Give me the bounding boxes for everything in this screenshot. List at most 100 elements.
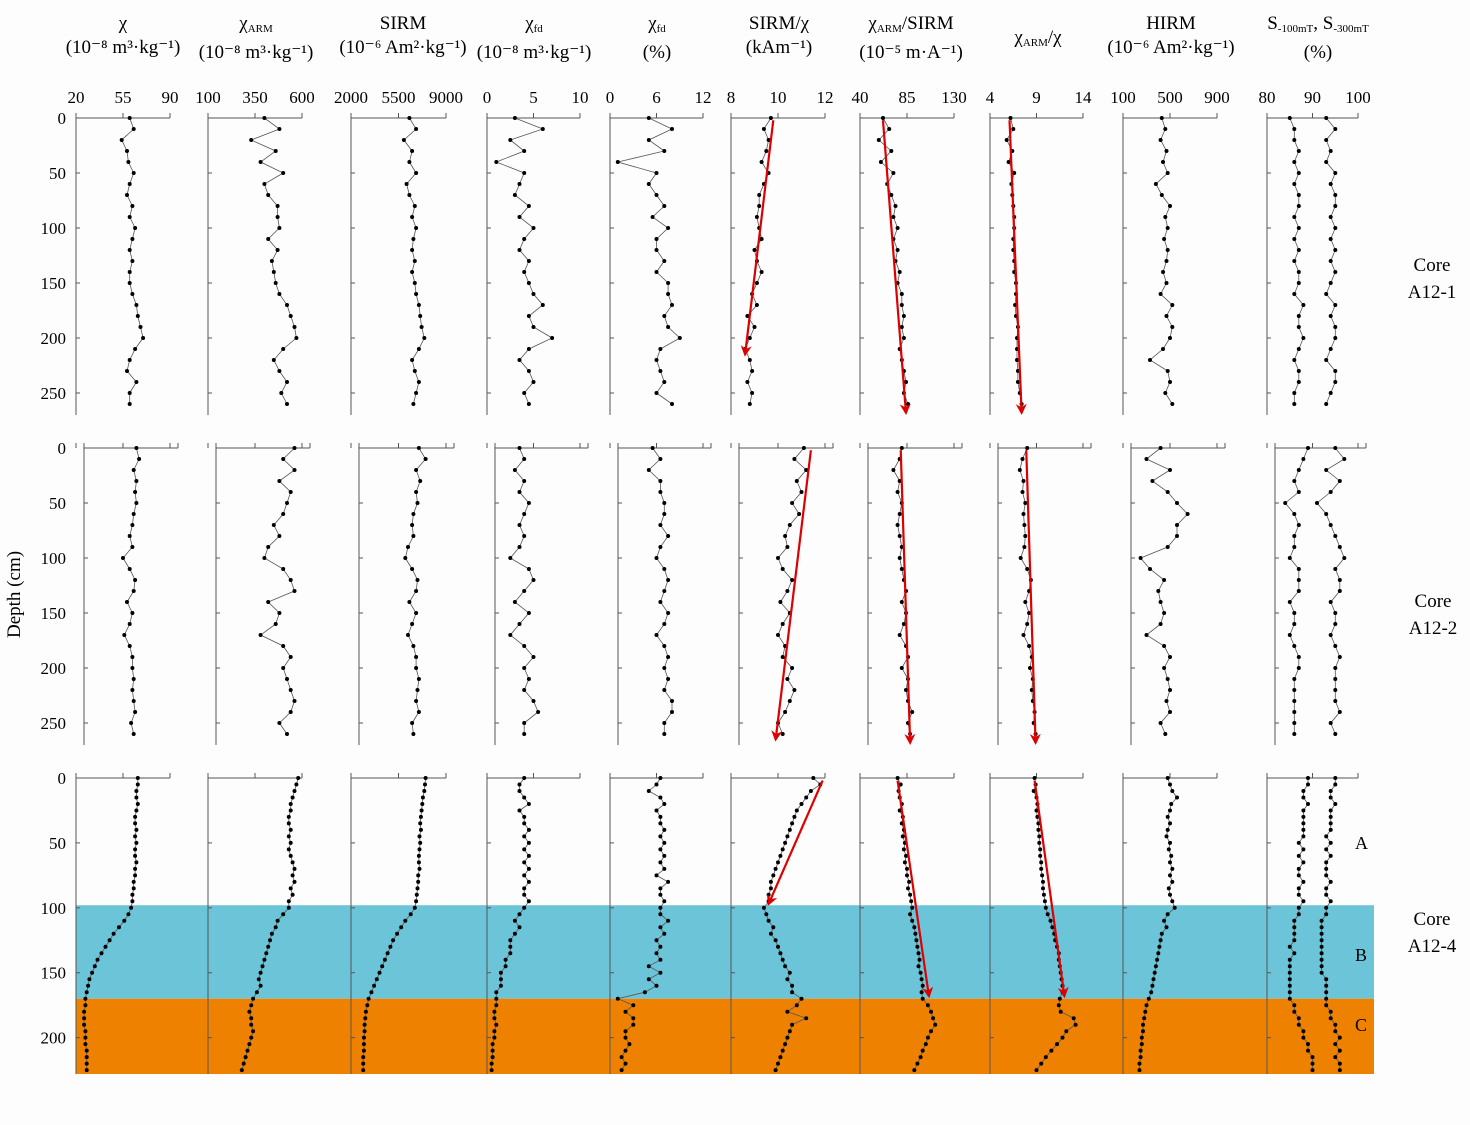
data-point-sirm <box>380 964 385 969</box>
data-point-chi_fd_pct <box>662 567 667 571</box>
data-point-chiarm_sirm <box>881 116 885 120</box>
data-point-chi_fd <box>531 325 536 329</box>
x-tick-label: 10 <box>770 88 787 107</box>
data-point-chi_fd <box>492 1035 497 1040</box>
header-units: (10⁻⁸ m³·kg⁻¹) <box>476 42 592 63</box>
data-point-s_minus100 <box>1287 633 1292 637</box>
data-point-s_minus300 <box>1333 303 1338 307</box>
data-point-s_minus100 <box>1283 501 1288 505</box>
data-point-sirm <box>416 347 421 351</box>
data-point-s_minus100 <box>1296 905 1301 910</box>
y-axis-label: Depth (cm) <box>4 550 25 638</box>
data-point-chi_fd_pct <box>654 248 659 252</box>
data-point-s_minus300 <box>1328 827 1333 832</box>
data-point-chi_fd <box>517 912 522 917</box>
data-point-sirm_chi <box>787 699 792 703</box>
data-point-chi_arm <box>285 501 289 505</box>
data-point-chi <box>103 944 108 949</box>
x-tick-label: 12 <box>817 88 834 107</box>
data-point-chi_arm <box>288 314 293 318</box>
data-point-chi_arm <box>262 556 267 560</box>
data-point-s_minus300 <box>1328 149 1333 153</box>
data-point-hirm <box>1162 644 1167 648</box>
data-point-chi_fd_pct <box>670 402 674 406</box>
data-point-chi <box>84 1068 89 1073</box>
data-point-chi <box>99 951 104 956</box>
data-point-chi <box>90 970 95 975</box>
data-point-chi <box>117 925 121 930</box>
data-point-sirm_chi <box>768 886 773 891</box>
data-point-sirm <box>416 860 421 865</box>
data-point-s_minus100 <box>1287 964 1292 969</box>
data-point-sirm_chi <box>766 138 771 142</box>
data-point-chi_fd <box>522 905 527 910</box>
data-point-sirm <box>361 1035 366 1040</box>
data-point-sirm_chi <box>780 732 785 736</box>
data-point-chi_fd <box>517 925 522 930</box>
series-line-chi_fd <box>491 777 530 1071</box>
data-point-chiarm_chi <box>1041 886 1045 891</box>
data-point-sirm_chi <box>745 380 750 384</box>
data-point-chi_arm <box>286 834 291 839</box>
data-point-chiarm_chi <box>1023 501 1028 505</box>
data-point-sirm <box>411 512 416 516</box>
core-label-line2: A12-2 <box>1408 618 1458 639</box>
data-point-s_minus300 <box>1319 925 1324 930</box>
data-point-chi_fd_pct <box>666 918 671 923</box>
data-point-chi_fd_pct <box>658 892 663 897</box>
data-point-chi <box>131 732 136 736</box>
data-point-chi_fd_pct <box>662 666 667 670</box>
data-point-s_minus100 <box>1287 996 1292 1001</box>
data-point-chiarm_chi <box>1056 1003 1061 1008</box>
data-point-chiarm_chi <box>1037 834 1042 839</box>
data-point-s_minus300 <box>1333 336 1338 340</box>
data-point-chiarm_chi <box>1017 468 1022 472</box>
data-point-s_minus300 <box>1324 358 1329 362</box>
data-point-chi_arm <box>262 116 267 120</box>
data-point-chi_fd <box>522 644 527 648</box>
data-point-sirm_chi <box>785 1035 790 1040</box>
axes-layer: 20 55 90 100 350 600 2000 5500 9000 0 5 10 0 6 12 8 10 12… <box>41 88 1371 1074</box>
data-point-s_minus300 <box>1324 847 1329 852</box>
data-point-chi_fd <box>508 556 513 560</box>
data-point-s_minus300 <box>1324 116 1329 120</box>
data-point-hirm <box>1163 391 1168 395</box>
data-point-chiarm_sirm <box>906 886 910 891</box>
data-point-chi_fd <box>517 789 522 793</box>
data-point-hirm <box>1168 336 1172 340</box>
data-point-chiarm_chi <box>1041 879 1045 884</box>
data-point-chiarm_sirm <box>895 490 900 494</box>
data-point-chi_fd <box>522 776 527 780</box>
data-point-chi_arm <box>239 1068 244 1073</box>
data-point-sirm_chi <box>766 892 771 897</box>
data-point-chi_fd_pct <box>666 226 671 230</box>
y-tick-label: 100 <box>41 549 67 568</box>
data-point-s_minus300 <box>1333 644 1338 648</box>
core-label-a12-4: Core A12-4 <box>1392 906 1470 960</box>
data-point-hirm <box>1159 931 1164 936</box>
data-point-sirm <box>422 336 427 340</box>
data-point-chi_fd <box>526 677 531 681</box>
data-point-chiarm_sirm <box>929 1029 933 1034</box>
data-point-chiarm_chi <box>1025 446 1030 450</box>
header-symbol-suffix: , S <box>1313 13 1334 34</box>
data-point-chi_fd <box>540 303 545 307</box>
x-tick-label: 500 <box>1157 88 1183 107</box>
data-point-chi_fd <box>508 938 513 943</box>
data-point-s_minus100 <box>1301 795 1306 800</box>
data-point-chi_fd <box>526 501 531 505</box>
data-point-hirm <box>1170 879 1175 884</box>
data-point-s_minus300 <box>1328 182 1333 186</box>
data-point-s_minus300 <box>1324 990 1329 995</box>
data-point-chi_fd_pct <box>658 944 663 949</box>
data-point-chiarm_sirm <box>905 873 909 878</box>
data-point-chi_fd_pct <box>631 1022 636 1027</box>
data-point-chi_arm <box>281 347 286 351</box>
y-tick-label: 50 <box>49 834 66 853</box>
series-line-s_minus100 <box>1284 447 1309 734</box>
data-point-hirm <box>1168 655 1172 659</box>
y-tick-label: 150 <box>41 604 67 623</box>
data-point-chi <box>122 633 127 637</box>
data-point-hirm <box>1161 160 1165 164</box>
data-point-chi_fd_pct <box>623 1061 628 1066</box>
